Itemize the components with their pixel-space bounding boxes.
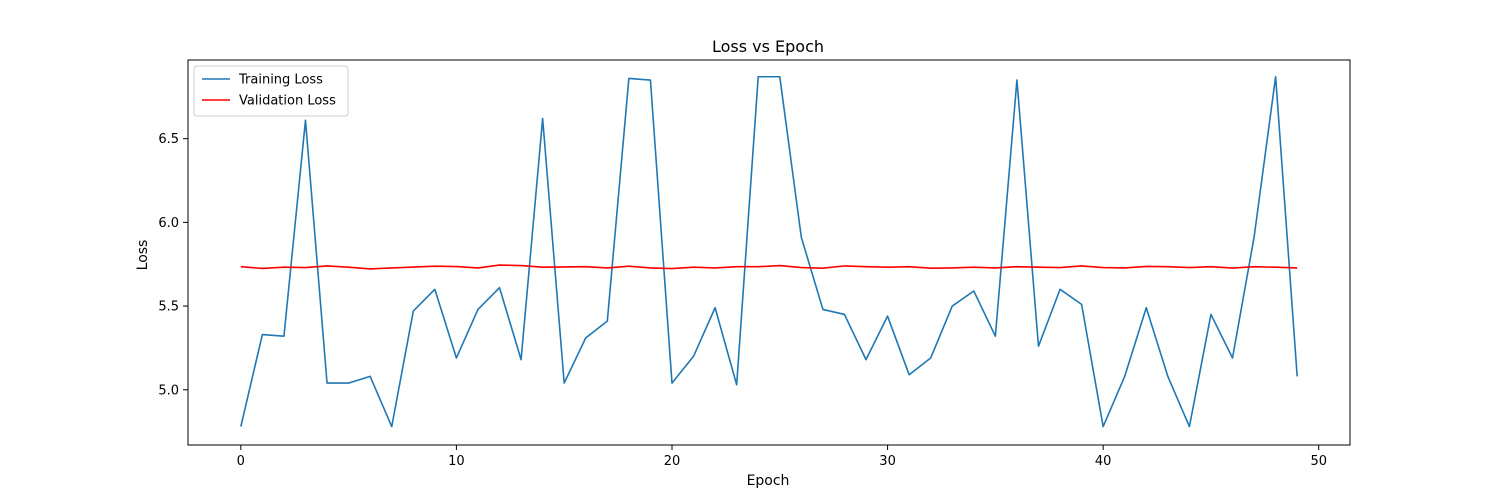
y-tick-label: 6.5 [158,132,179,147]
x-tick-label: 20 [664,454,681,469]
series-line-validation-loss [240,264,1298,270]
series-line-training-loss [240,75,1298,428]
x-axis-label: Epoch [747,473,790,489]
x-tick-label: 40 [1095,454,1112,469]
legend-label: Validation Loss [239,94,336,109]
x-tick-label: 30 [879,454,896,469]
x-axis-ticks: 0 10 20 30 40 50 [237,445,1327,469]
y-tick-label: 6.0 [158,216,179,231]
x-tick-label: 10 [448,454,465,469]
legend-box [193,65,349,117]
axes-frame [187,59,1351,446]
x-tick-label: 0 [237,454,245,469]
y-axis-ticks: 5.0 5.5 6.0 6.5 [158,132,188,398]
legend-label: Training Loss [238,73,323,88]
chart-title: Loss vs Epoch [712,37,824,56]
x-tick-label: 50 [1310,454,1327,469]
plot-area [187,59,1351,446]
y-axis-label: Loss [135,240,151,271]
y-tick-label: 5.5 [158,300,179,315]
legend: Training Loss Validation Loss [193,65,349,117]
y-tick-label: 5.0 [158,383,179,398]
